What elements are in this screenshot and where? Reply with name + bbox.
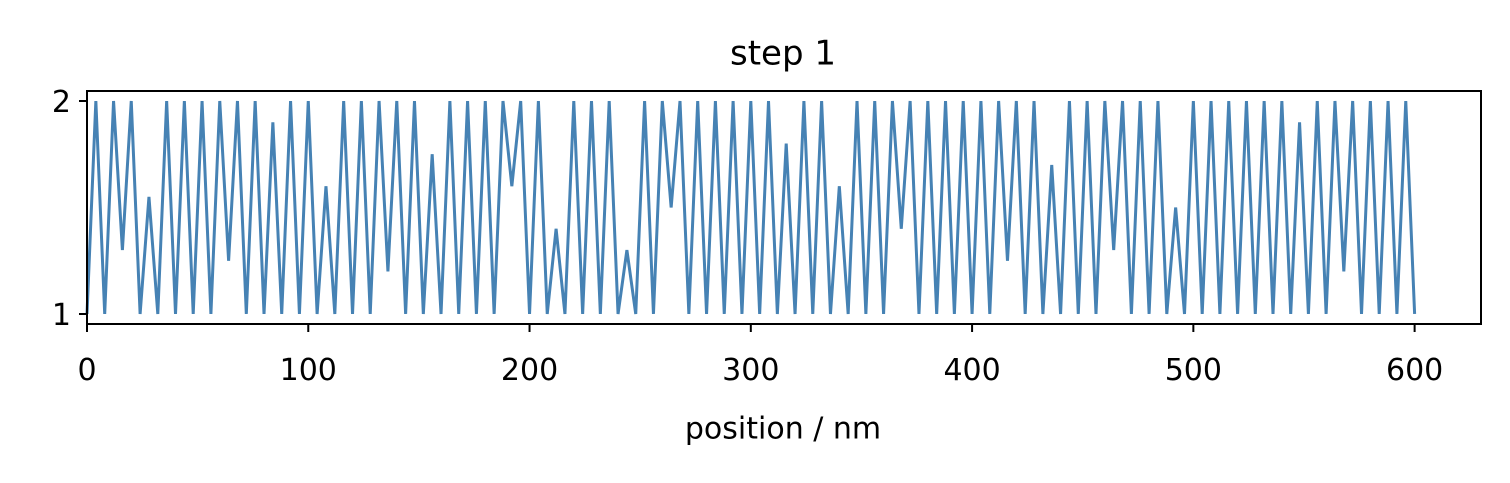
x-tick-label: 500 — [1165, 353, 1222, 388]
x-tick-label: 200 — [501, 353, 558, 388]
chart-title: step 1 — [730, 34, 836, 74]
plot-frame — [86, 90, 1482, 325]
x-tick-label: 300 — [722, 353, 779, 388]
x-tick-label: 400 — [943, 353, 1000, 388]
x-tick-label: 100 — [280, 353, 337, 388]
y-tick-label: 2 — [52, 85, 71, 120]
x-axis-label: position / nm — [685, 412, 881, 447]
y-tick-label: 1 — [52, 298, 71, 333]
x-tick-label: 600 — [1386, 353, 1443, 388]
data-line — [85, 100, 1417, 315]
x-tick-label: 0 — [77, 353, 96, 388]
